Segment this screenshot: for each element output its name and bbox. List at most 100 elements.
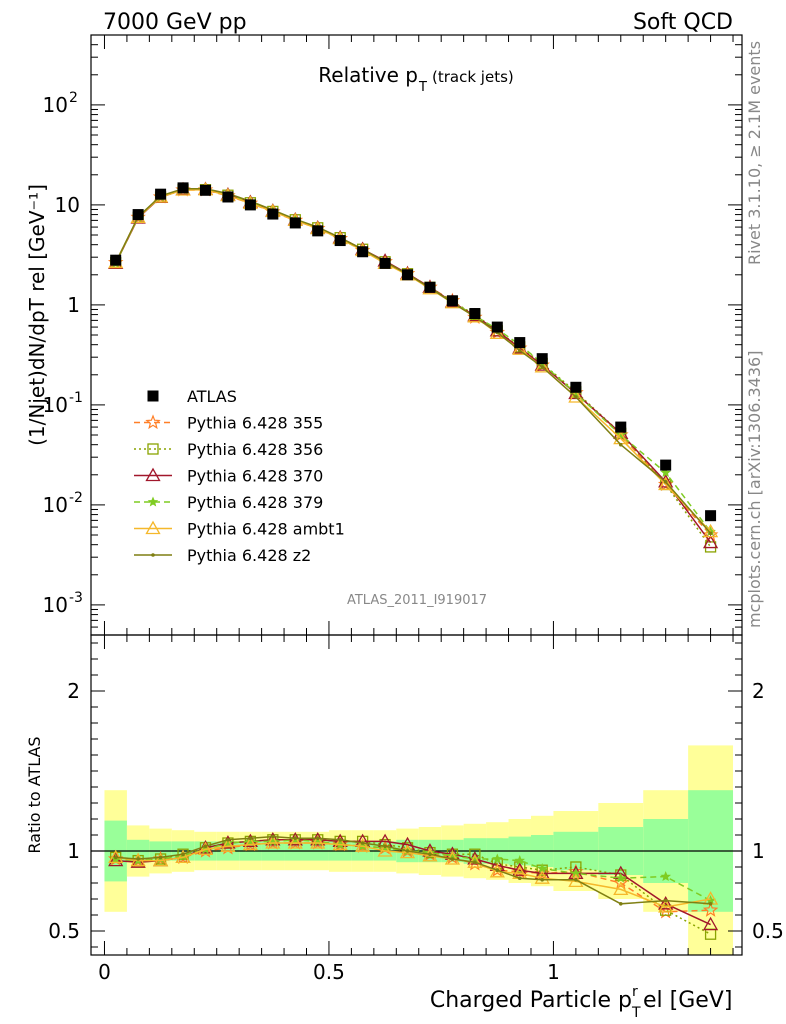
series-point	[618, 442, 623, 447]
ratio-point	[663, 898, 668, 903]
series-point	[517, 348, 522, 353]
ratio-point	[220, 838, 236, 852]
ratio-point	[534, 870, 550, 884]
ratio-point	[450, 857, 455, 861]
ratio-point	[248, 836, 253, 840]
ratio-point	[130, 854, 146, 868]
data-point	[514, 337, 526, 349]
ratio-point	[360, 841, 365, 845]
data-point	[155, 188, 167, 200]
legend-item: Pythia 6.428 z2	[134, 546, 311, 565]
series-point	[702, 534, 719, 549]
ratio-point	[512, 862, 528, 876]
ratio-point	[310, 835, 326, 849]
ratio-series-ambt1	[108, 835, 719, 913]
series-point	[574, 395, 578, 399]
header-left-label: 7000 GeV pp	[103, 10, 247, 35]
series-line	[115, 188, 712, 544]
rivet-label: Rivet 3.1.10, ≥ 2.1M events	[745, 41, 764, 265]
legend-marker	[147, 496, 159, 507]
ratio-point	[702, 902, 719, 917]
x-axis-label-subscript: T	[631, 1005, 641, 1021]
ratio-point	[517, 876, 522, 880]
data-point	[536, 353, 548, 365]
x-axis-label-superscript: r	[632, 984, 638, 1000]
ratio-y-tick-label-right: 0.5	[752, 919, 784, 943]
y-tick-label: 10	[43, 93, 68, 117]
ratio-point	[293, 836, 298, 840]
ratio-y-tick-label: 2	[67, 679, 80, 703]
ratio-line	[115, 839, 711, 935]
series-s355	[107, 181, 719, 542]
plot-title-extra: (track jets)	[432, 68, 514, 86]
ratio-point	[613, 874, 629, 890]
legend-marker	[151, 553, 155, 557]
plot-title: Relative p	[318, 63, 418, 87]
ratio-point	[514, 855, 525, 866]
legend-label: Pythia 6.428 370	[187, 467, 323, 486]
ratio-point	[338, 838, 342, 842]
data-point	[570, 381, 582, 393]
legend: ATLAS Pythia 6.428 355 Pythia 6.428 356 Pyt…	[134, 387, 345, 565]
legend-marker	[147, 390, 159, 402]
data-point	[705, 510, 717, 522]
ratio-point	[618, 902, 623, 906]
ratio-series-z2	[113, 834, 713, 906]
legend-label: ATLAS	[187, 387, 237, 406]
mcplots-label: mcplots.cern.ch [arXiv:1306.3436]	[745, 351, 764, 628]
ratio-point	[702, 916, 719, 931]
legend-item: Pythia 6.428 ambt1	[134, 520, 345, 539]
series-point	[663, 480, 668, 484]
ratio-point	[405, 849, 410, 853]
legend-marker	[145, 414, 161, 430]
ratio-point	[332, 836, 348, 851]
ratio-point	[271, 834, 275, 839]
ratio-y-tick-label-right: 2	[752, 679, 765, 703]
ratio-point	[495, 868, 500, 872]
series-point	[658, 476, 674, 491]
y-tick-label-exponent: -2	[69, 490, 83, 506]
data-point	[402, 269, 414, 281]
x-tick-label: 0	[98, 960, 111, 984]
ratio-point	[540, 878, 545, 882]
data-point	[244, 199, 256, 211]
y-tick-label: 10	[55, 193, 80, 217]
ratio-y-axis-label: Ratio to ATLAS	[25, 736, 44, 853]
series-point	[660, 467, 672, 478]
data-point	[469, 308, 481, 320]
data-point	[312, 225, 324, 237]
ratio-point	[265, 831, 281, 846]
data-point	[132, 209, 144, 221]
ratio-point	[265, 835, 281, 849]
ratio-line	[115, 835, 711, 905]
ratio-point	[568, 873, 584, 888]
x-axis-label-tail: el [GeV]	[643, 988, 732, 1013]
y-tick-label-exponent: -3	[69, 590, 83, 606]
data-point	[334, 235, 346, 247]
y-tick-label: 10	[43, 493, 68, 517]
series-point	[702, 523, 719, 538]
ratio-point	[491, 853, 503, 864]
main-panel: Relative pT (track jets) (1/Njet)dN/dpT re…	[25, 34, 743, 636]
series-point	[708, 531, 713, 536]
ratio-point	[428, 852, 432, 856]
ratio-y-tick-label: 1	[67, 839, 80, 863]
legend-label: Pythia 6.428 355	[187, 414, 323, 433]
series-point	[534, 359, 550, 373]
ratio-point	[108, 849, 124, 864]
y-tick-label-exponent: 2	[69, 90, 78, 106]
legend-item: Pythia 6.428 355	[134, 414, 323, 433]
legend-label: Pythia 6.428 z2	[187, 546, 311, 565]
ratio-point	[615, 872, 627, 883]
data-point	[267, 208, 279, 220]
ratio-point	[152, 852, 169, 867]
data-point	[446, 295, 458, 307]
ratio-y-tick-label-right: 1	[752, 839, 765, 863]
ratio-point	[708, 902, 713, 906]
series-point	[568, 389, 584, 403]
plot-title-subscript: T	[418, 80, 427, 95]
legend-marker	[145, 520, 161, 535]
ratio-point	[226, 838, 230, 842]
ratio-point	[175, 849, 191, 864]
